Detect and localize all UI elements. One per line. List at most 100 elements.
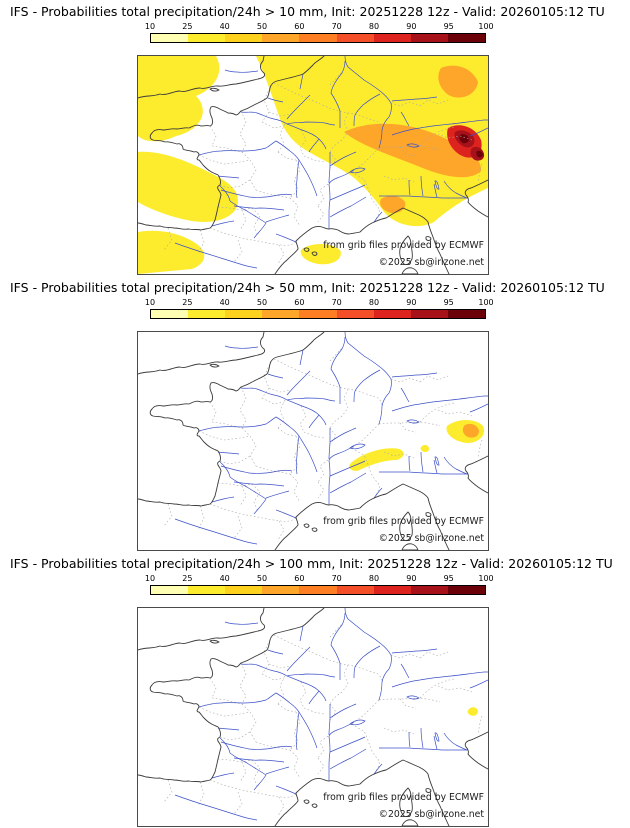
colorbar-segment [447, 310, 485, 318]
colorbar-tick-label: 70 [331, 574, 342, 583]
map-frame: from grib files provided by ECMWF ©2025 … [137, 331, 489, 551]
copyright-text: ©2025 sb@irizone.net [379, 257, 485, 268]
precip-probability-area [476, 150, 483, 158]
colorbar-segment [373, 310, 411, 318]
colorbar-tick-row: 10 25 40 50 60 70 80 90 95 100 [145, 298, 494, 308]
copyright-text: ©2025 sb@irizone.net [379, 809, 485, 820]
precip-probability-area [380, 195, 406, 214]
colorbar-gradient [150, 309, 486, 319]
colorbar-tick-label: 100 [478, 298, 494, 307]
colorbar-tick-label: 90 [406, 574, 417, 583]
colorbar-tick-label: 95 [443, 574, 454, 583]
colorbar-tick-label: 80 [368, 22, 380, 31]
colorbar-segment [447, 34, 485, 42]
colorbar-segment [373, 586, 411, 594]
colorbar-segment [188, 34, 226, 42]
colorbar-tick-label: 50 [256, 574, 268, 583]
precip-probability-map: from grib files provided by ECMWF ©2025 … [138, 332, 488, 550]
colorbar-segment [262, 586, 300, 594]
colorbar-tick-label: 80 [368, 574, 380, 583]
precip-probability-area [349, 448, 404, 471]
grib-credit-text: from grib files provided by ECMWF [323, 516, 484, 527]
colorbar-tick-label: 95 [443, 22, 454, 31]
colorbar-tick-label: 25 [182, 574, 193, 583]
precip-probability-area [138, 56, 220, 142]
probability-colorbar: 10 25 40 50 60 70 80 90 95 100 [145, 574, 494, 598]
colorbar-segment [151, 310, 189, 318]
colorbar-tick-label: 50 [256, 298, 268, 307]
precip-probability-area [459, 134, 469, 144]
colorbar-segment [447, 586, 485, 594]
colorbar-gradient [150, 585, 486, 595]
colorbar-segment [262, 34, 300, 42]
precip-probability-area [467, 707, 478, 716]
colorbar-tick-label: 100 [478, 22, 494, 31]
colorbar-tick-label: 100 [478, 574, 494, 583]
map-frame: from grib files provided by ECMWF ©2025 … [137, 607, 489, 827]
precip-probability-map: from grib files provided by ECMWF ©2025 … [138, 608, 488, 826]
colorbar-tick-label: 25 [182, 22, 193, 31]
colorbar-tick-label: 60 [294, 574, 305, 583]
colorbar-tick-label: 40 [219, 22, 230, 31]
colorbar-tick-label: 90 [406, 298, 417, 307]
colorbar-segment [373, 34, 411, 42]
panel-precip-gt-10mm: IFS - Probabilities total precipitation/… [0, 0, 630, 276]
colorbar-segment [225, 310, 263, 318]
colorbar-gradient [150, 33, 486, 43]
colorbar-tick-label: 80 [368, 298, 380, 307]
colorbar-tick-row: 10 25 40 50 60 70 80 90 95 100 [145, 22, 494, 32]
precip-overlay-layer [467, 707, 478, 716]
colorbar-segment [336, 310, 374, 318]
colorbar-segment [299, 34, 337, 42]
colorbar-tick-label: 25 [182, 298, 193, 307]
panel-title: IFS - Probabilities total precipitation/… [10, 280, 605, 295]
panel-title: IFS - Probabilities total precipitation/… [10, 4, 605, 19]
precip-probability-area [138, 151, 238, 222]
precip-overlay-layer [138, 56, 488, 274]
colorbar-tick-label: 60 [294, 22, 305, 31]
colorbar-tick-row: 10 25 40 50 60 70 80 90 95 100 [145, 574, 494, 584]
colorbar-segment [299, 586, 337, 594]
precip-probability-area [138, 230, 205, 274]
precip-overlay-layer [349, 420, 485, 471]
precip-probability-area [344, 123, 482, 178]
colorbar-tick-label: 10 [144, 298, 156, 307]
precip-probability-area [420, 445, 429, 453]
grib-credit-text: from grib files provided by ECMWF [323, 240, 484, 251]
precip-probability-area [300, 244, 341, 265]
colorbar-segment [151, 586, 189, 594]
colorbar-tick-label: 40 [219, 574, 230, 583]
colorbar-segment [299, 310, 337, 318]
colorbar-segment [188, 586, 226, 594]
colorbar-tick-label: 50 [256, 22, 268, 31]
precip-probability-area [462, 423, 479, 438]
panel-precip-gt-50mm: IFS - Probabilities total precipitation/… [0, 276, 630, 552]
colorbar-segment [410, 310, 448, 318]
colorbar-segment [225, 34, 263, 42]
colorbar-segment [336, 586, 374, 594]
copyright-text: ©2025 sb@irizone.net [379, 533, 485, 544]
colorbar-segment [151, 34, 189, 42]
colorbar-tick-label: 70 [331, 298, 342, 307]
colorbar-segment [410, 34, 448, 42]
colorbar-tick-label: 40 [219, 298, 230, 307]
probability-colorbar: 10 25 40 50 60 70 80 90 95 100 [145, 298, 494, 322]
precip-probability-area [438, 65, 478, 98]
colorbar-segment [262, 310, 300, 318]
colorbar-segment [225, 586, 263, 594]
panel-precip-gt-100mm: IFS - Probabilities total precipitation/… [0, 552, 630, 828]
colorbar-segment [410, 586, 448, 594]
colorbar-tick-label: 60 [294, 298, 305, 307]
colorbar-tick-label: 95 [443, 298, 454, 307]
colorbar-segment [336, 34, 374, 42]
map-frame: from grib files provided by ECMWF ©2025 … [137, 55, 489, 275]
colorbar-tick-label: 70 [331, 22, 342, 31]
panel-title: IFS - Probabilities total precipitation/… [10, 556, 613, 571]
colorbar-tick-label: 90 [406, 22, 417, 31]
precip-probability-map: from grib files provided by ECMWF ©2025 … [138, 56, 488, 274]
probability-colorbar: 10 25 40 50 60 70 80 90 95 100 [145, 22, 494, 46]
colorbar-tick-label: 10 [144, 22, 156, 31]
colorbar-tick-label: 10 [144, 574, 156, 583]
colorbar-segment [188, 310, 226, 318]
